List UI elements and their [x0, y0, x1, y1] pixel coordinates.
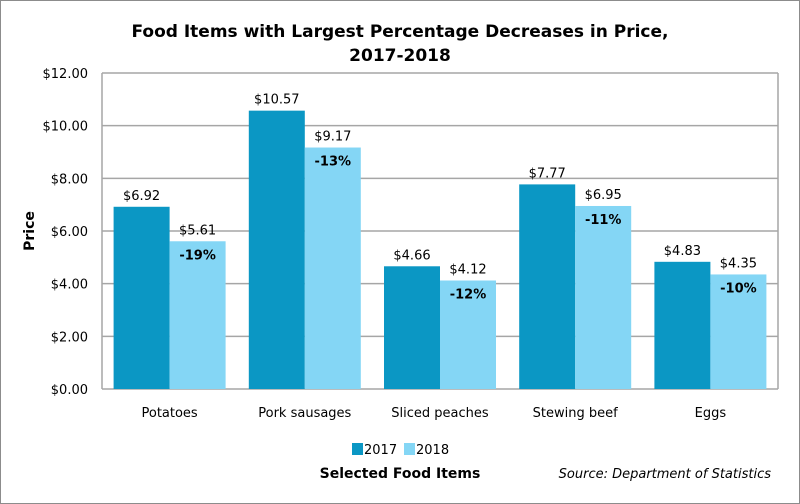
x-tick-label: Pork sausages — [258, 406, 351, 421]
data-label: $10.57 — [254, 93, 300, 108]
data-label: $6.92 — [123, 189, 160, 204]
chart-title-line2: 2017-2018 — [349, 46, 451, 66]
bar-2018 — [575, 205, 632, 389]
data-label: $5.61 — [179, 223, 216, 238]
y-tick-label: $12.00 — [43, 67, 89, 82]
y-tick-label: $6.00 — [51, 225, 88, 240]
x-axis-title: Selected Food Items — [320, 466, 481, 482]
legend-swatch-2017 — [352, 443, 363, 455]
data-label: $4.12 — [449, 263, 486, 278]
legend-swatch-2018 — [404, 443, 415, 455]
bar-2018 — [440, 280, 496, 389]
change-label: -11% — [585, 213, 622, 228]
legend-label-2017: 2017 — [364, 443, 397, 458]
bar-2017 — [384, 266, 440, 389]
bar-2018 — [169, 241, 226, 389]
x-tick-label: Potatoes — [141, 406, 197, 421]
data-label: $6.95 — [585, 188, 622, 203]
chart-title: Food Items with Largest Percentage Decre… — [131, 22, 668, 42]
source-note: Source: Department of Statistics — [559, 467, 772, 482]
data-label: $7.77 — [529, 166, 566, 181]
change-label: -19% — [179, 248, 216, 263]
y-tick-label: $10.00 — [43, 120, 89, 135]
data-label: $4.35 — [720, 256, 757, 271]
data-label: $4.66 — [393, 248, 430, 263]
change-label: -10% — [720, 281, 757, 296]
bar-2018 — [304, 147, 361, 389]
x-tick-label: Stewing beef — [533, 406, 618, 421]
y-tick-label: $8.00 — [51, 172, 88, 187]
y-tick-label: $2.00 — [51, 330, 88, 345]
y-axis-title: Price — [22, 211, 38, 251]
bar-2018 — [710, 274, 767, 389]
x-tick-label: Sliced peaches — [391, 406, 489, 421]
bar-2017 — [654, 261, 711, 389]
legend-label-2018: 2018 — [416, 443, 449, 458]
y-tick-label: $4.00 — [51, 278, 88, 293]
bar-2017 — [519, 184, 576, 389]
change-label: -13% — [315, 155, 352, 170]
data-label: $4.83 — [664, 244, 701, 259]
bar-2017 — [113, 206, 170, 389]
data-label: $9.17 — [314, 130, 351, 145]
change-label: -12% — [450, 288, 487, 303]
x-tick-label: Eggs — [695, 406, 727, 421]
bar-2017 — [248, 110, 305, 389]
y-tick-label: $0.00 — [51, 383, 88, 398]
